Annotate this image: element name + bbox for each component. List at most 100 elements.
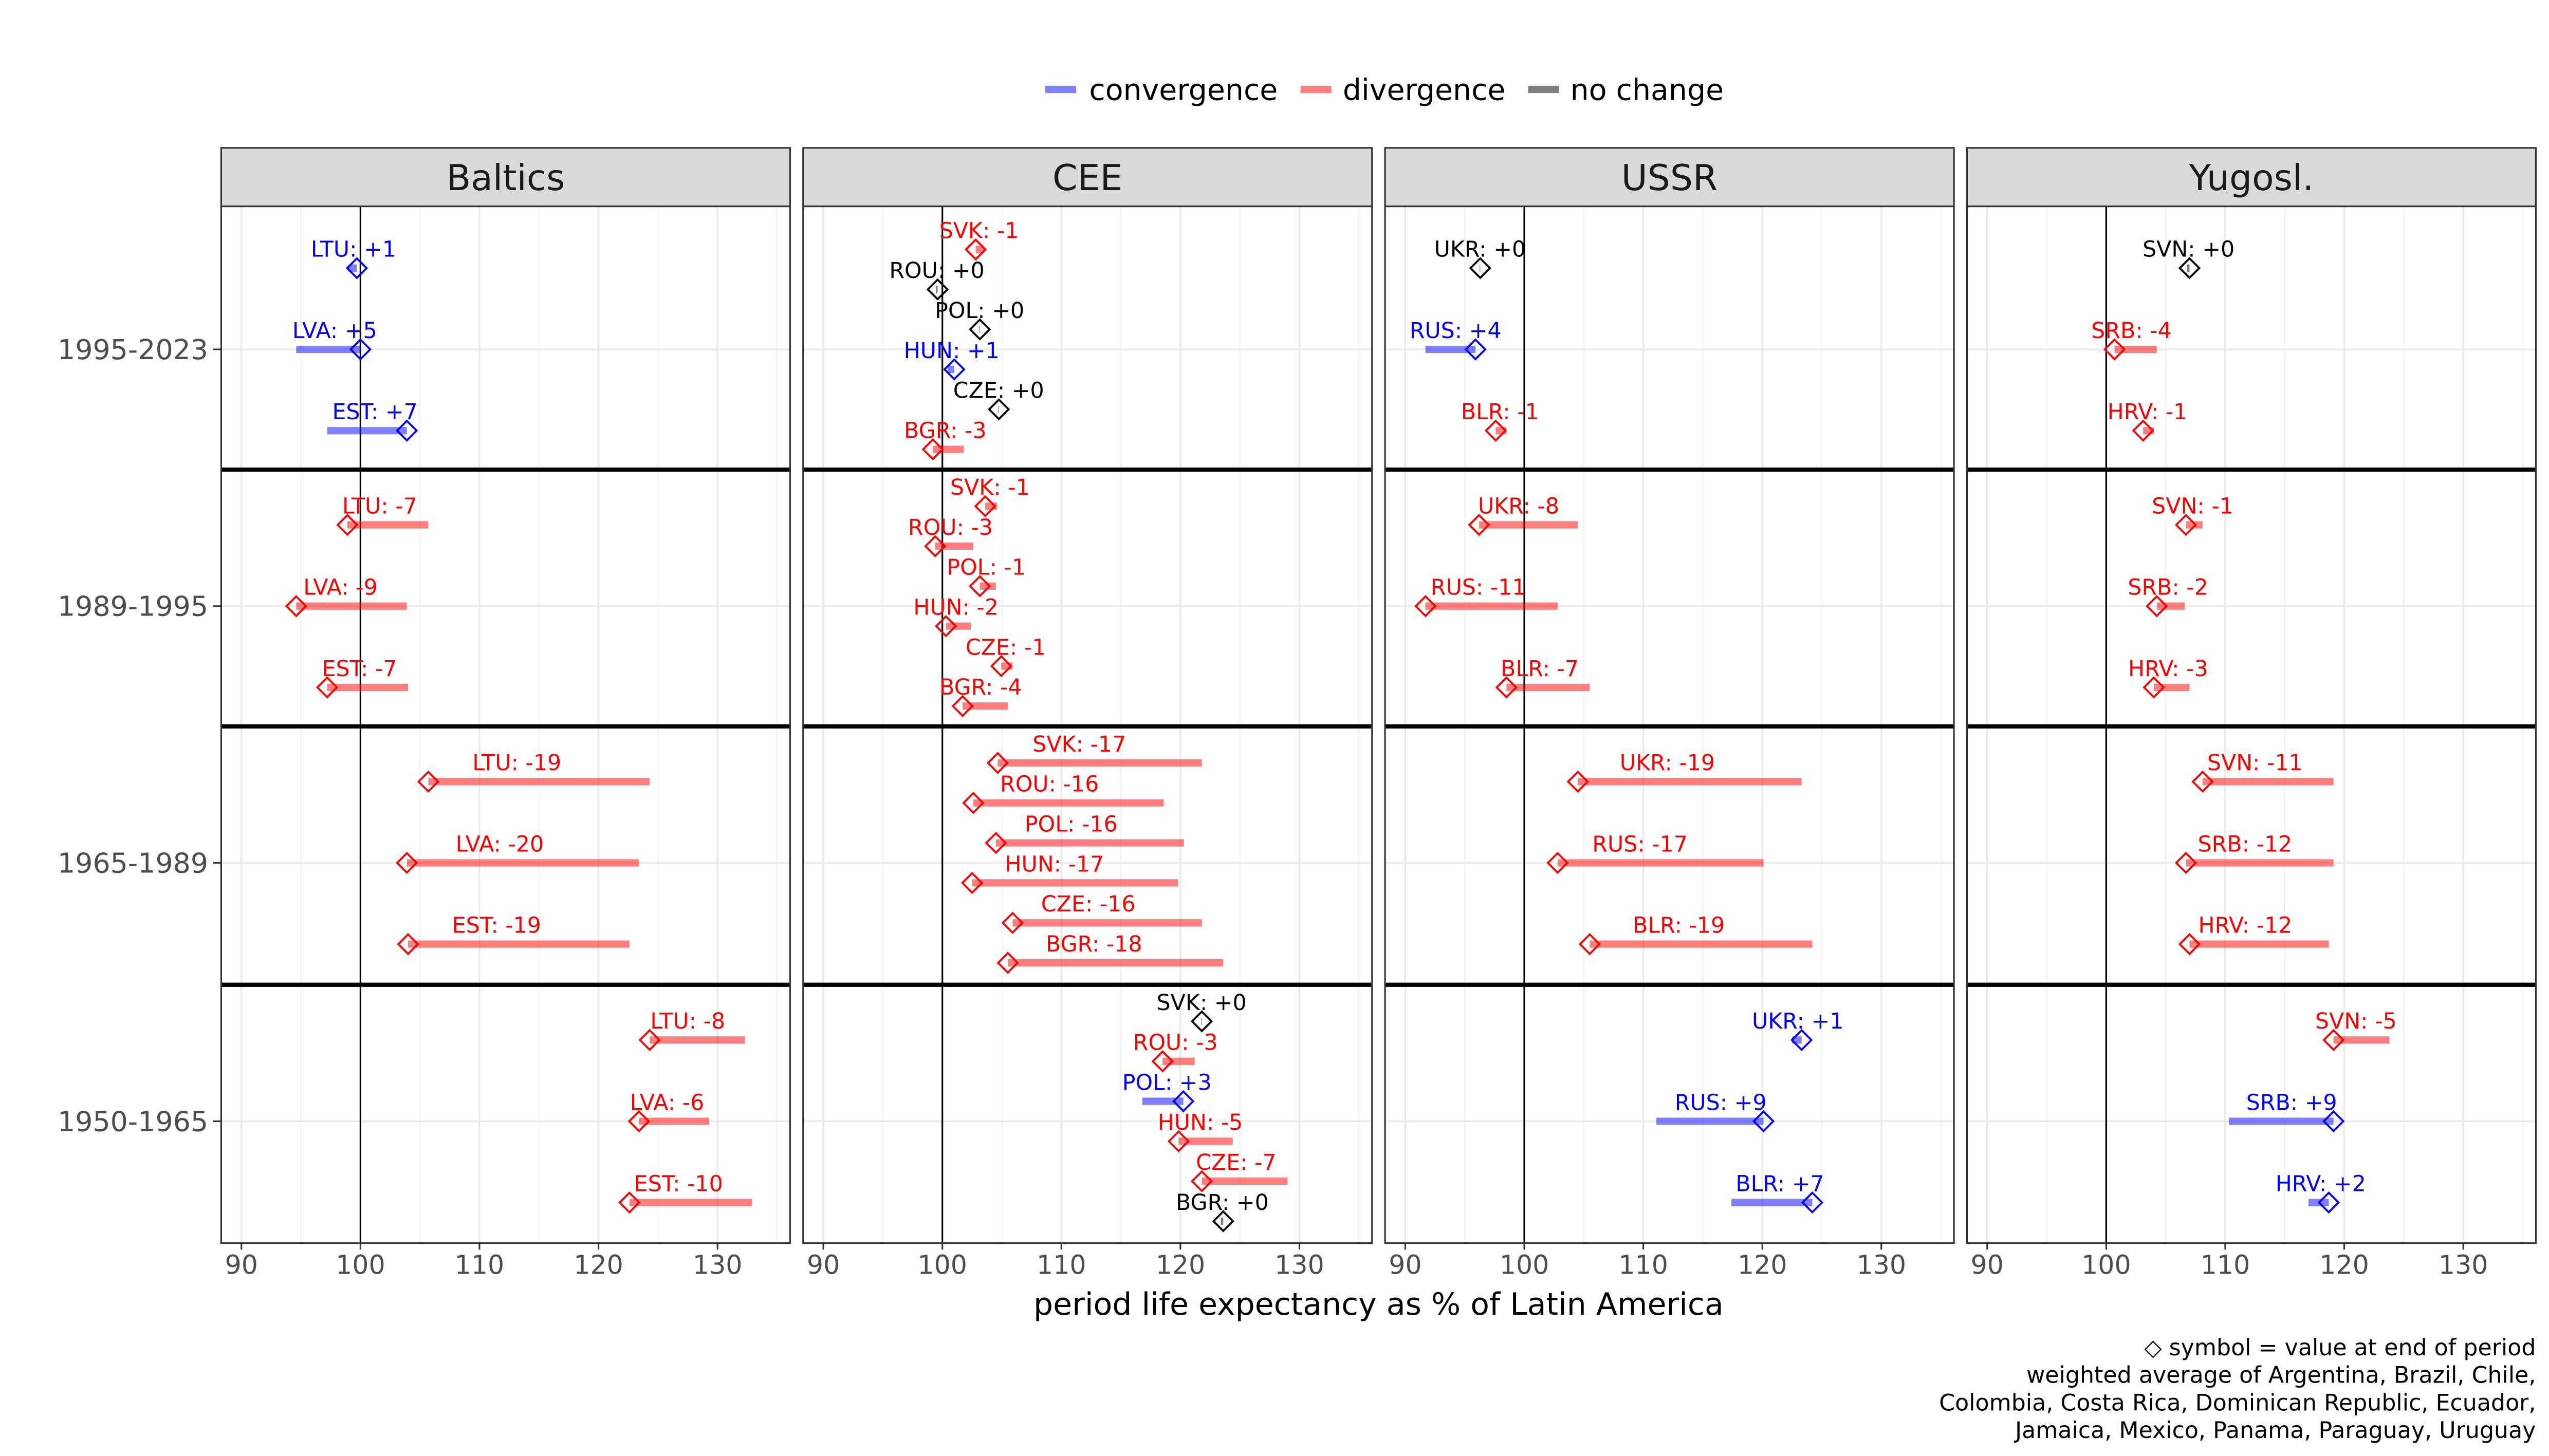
legend-label: divergence [1343,73,1506,107]
end-value-diamond [964,238,987,261]
data-label: SVK: +0 [1157,990,1247,1016]
end-value-diamond [1001,911,1024,934]
data-point-pol: POL: +0 [935,298,1024,341]
data-point-svk: SVK: +0 [1157,990,1247,1033]
end-value-diamond [1212,1210,1234,1233]
panel-marks: SVN: +0 SRB: -4 HRV: -1 SVN: -1 SRB: -2 HRV: … [2091,237,2397,1214]
x-tick-label: 120 [574,1250,623,1280]
data-label: UKR: +0 [1434,237,1526,263]
y-tick-label: 1989-1995 [58,590,208,623]
data-point-srb: SRB: -4 [2091,318,2172,361]
facet-panel-cee: CEE SVK: -1 ROU: +0 POL: +0 HUN: +1 CZE: +0 BG… [802,147,1373,1280]
data-point-lva: LVA: -20 [396,831,639,874]
end-value-diamond [934,615,957,638]
data-label: SVN: -5 [2315,1009,2397,1034]
x-tick-label: 120 [2319,1250,2369,1280]
x-tick-label: 90 [225,1250,258,1280]
legend-item-no-change: no change [1528,73,1724,107]
data-label: SVN: -11 [2207,750,2303,776]
data-point-lva: LVA: -9 [285,575,407,618]
data-point-hrv: HRV: -1 [2108,399,2188,442]
facet-title: USSR [1621,157,1718,199]
data-label: SRB: +9 [2246,1090,2337,1115]
end-value-diamond [285,595,307,618]
data-label: HUN: +1 [904,338,1000,364]
panel-marks: LTU: +1 LVA: +5 EST: +7 LTU: -7 LVA: -9 EST: … [285,237,752,1214]
data-point-ltu: LTU: +1 [311,237,396,279]
data-point-blr: BLR: -19 [1578,913,1813,956]
data-point-hrv: HRV: -3 [2128,656,2208,699]
data-point-ltu: LTU: -7 [336,493,429,536]
data-label: BLR: -1 [1461,399,1539,425]
x-tick-label: 100 [2081,1250,2131,1280]
end-value-diamond [2132,419,2154,442]
end-value-diamond [1566,770,1589,793]
end-value-diamond [638,1029,661,1051]
end-value-diamond [345,257,368,279]
data-label: HRV: -3 [2128,656,2208,682]
data-point-est: EST: -19 [397,913,630,956]
y-tick-label: 1950-1965 [58,1105,208,1137]
x-tick-label: 110 [2201,1250,2250,1280]
data-label: LTU: -19 [472,750,561,776]
data-label: POL: -16 [1025,811,1118,837]
data-label: CZE: +0 [953,378,1044,404]
data-point-ukr: UKR: +1 [1752,1009,1843,1051]
data-label: UKR: -8 [1478,493,1559,519]
x-tick-label: 100 [917,1250,967,1280]
x-tick-label: 90 [807,1250,840,1280]
caption-line: Colombia, Costa Rica, Dominican Republic… [1939,1390,2536,1416]
data-point-hun: HUN: -2 [913,595,999,638]
end-value-diamond [986,752,1009,774]
data-point-blr: BLR: +7 [1731,1171,1824,1214]
data-point-lva: LVA: -6 [627,1090,709,1133]
panel-border [220,206,791,1244]
data-label: BLR: -7 [1501,656,1579,682]
x-tick-label: 120 [1156,1250,1206,1280]
end-value-diamond [1801,1191,1824,1214]
data-point-srb: SRB: +9 [2228,1090,2345,1133]
end-value-diamond [974,495,996,517]
data-point-svn: SVN: -5 [2315,1009,2397,1051]
data-point-pol: POL: +3 [1122,1070,1212,1113]
panel-border [1966,206,2537,1244]
data-point-rus: RUS: +4 [1410,318,1502,361]
end-value-diamond [2146,595,2168,618]
data-label: LVA: -9 [303,575,378,601]
end-value-diamond [2103,338,2126,361]
facet-strip [1966,147,2537,208]
end-value-diamond [2322,1110,2345,1133]
data-point-est: EST: -10 [618,1171,752,1214]
y-tick-label: 1995-2023 [58,333,208,366]
data-point-ltu: LTU: -8 [638,1009,745,1051]
data-label: SRB: -12 [2198,831,2293,857]
x-axis-title: period life expectancy as % of Latin Ame… [1033,1286,1724,1322]
data-label: HRV: -1 [2108,399,2188,425]
x-tick-label: 110 [455,1250,505,1280]
x-tick-label: 130 [2439,1250,2488,1280]
data-label: SVK: -1 [950,475,1030,500]
y-tick-label: 1965-1989 [58,847,208,880]
data-point-svn: SVN: -1 [2152,493,2233,536]
end-value-diamond [1414,595,1437,618]
data-point-cze: CZE: -1 [966,634,1046,678]
facet-panel-yugosl: Yugosl. SVN: +0 SRB: -4 HRV: -1 SVN: -1 SRB: … [1966,147,2537,1280]
end-value-diamond [396,419,418,442]
data-label: BGR: -4 [939,675,1022,700]
x-tick-label: 130 [1857,1250,1907,1280]
panel-marks: UKR: +0 RUS: +4 BLR: -1 UKR: -8 RUS: -11 BLR:… [1410,237,1843,1214]
end-value-diamond [397,933,419,956]
facet-strip [1384,147,1955,208]
data-point-rus: RUS: -11 [1414,575,1558,618]
end-value-diamond [962,792,985,814]
data-label: LVA: -6 [630,1090,705,1115]
end-value-diamond [1151,1050,1174,1073]
caption-line: Jamaica, Mexico, Panama, Paraguay, Urugu… [2014,1417,2536,1444]
panel-marks: SVK: -1 ROU: +0 POL: +0 HUN: +1 CZE: +0 BGR: … [889,218,1288,1233]
end-value-diamond [316,676,339,699]
data-point-srb: SRB: -12 [2174,831,2334,874]
data-label: SVK: -1 [939,218,1019,244]
end-value-diamond [1495,676,1518,699]
data-label: POL: +3 [1122,1070,1212,1095]
